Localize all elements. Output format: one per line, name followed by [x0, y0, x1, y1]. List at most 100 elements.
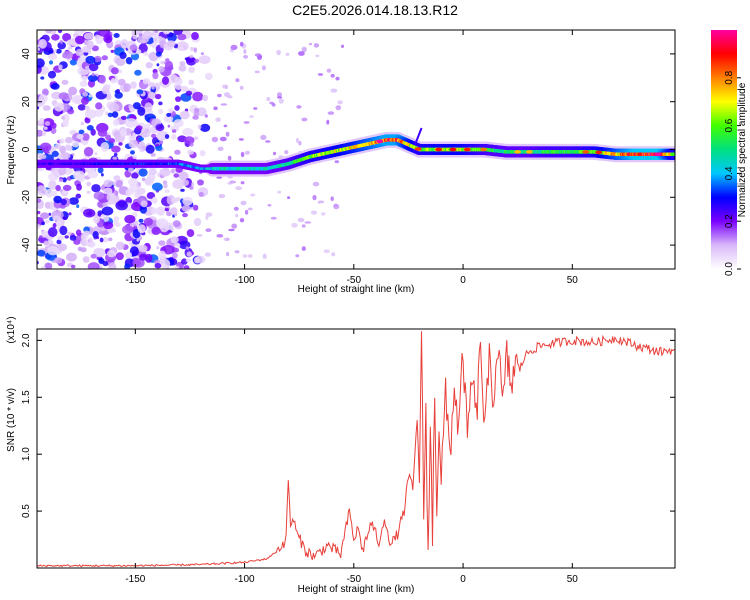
heatmap-noise-blob	[204, 114, 208, 118]
heatmap-noise-blob	[295, 254, 300, 258]
heatmap-noise-blob	[65, 144, 70, 151]
heatmap-noise-blob	[37, 198, 42, 203]
heatmap-noise-blob	[184, 108, 189, 112]
heatmap-noise-blob	[218, 194, 226, 199]
heatmap-noise-blob	[124, 118, 138, 128]
heatmap-noise-blob	[59, 40, 64, 44]
heatmap-noise-blob	[128, 139, 138, 149]
heatmap-noise-blob	[224, 92, 230, 98]
heatmap-noise-blob	[59, 225, 68, 236]
heatmap-noise-blob	[94, 109, 104, 117]
heatmap-noise-blob	[68, 197, 79, 205]
heatmap-noise-blob	[87, 241, 96, 248]
heatmap-noise-blob	[48, 60, 54, 65]
heatmap-noise-blob	[58, 92, 69, 100]
heatmap-noise-blob	[321, 212, 326, 216]
heatmap-noise-blob	[187, 149, 194, 155]
heatmap-noise-blob	[262, 253, 267, 259]
x-tick-label: -150	[125, 275, 145, 286]
heatmap-ridge-peak	[654, 152, 662, 157]
heatmap-noise-blob	[153, 37, 158, 43]
heatmap-noise-blob	[155, 51, 162, 57]
heatmap-noise-blob	[174, 248, 180, 253]
heatmap-noise-blob	[136, 238, 140, 242]
heatmap-noise-blob	[101, 173, 104, 177]
heatmap-noise-blob	[37, 210, 41, 215]
heatmap-noise-blob	[216, 176, 223, 179]
heatmap-noise-blob	[164, 134, 170, 139]
colorbar-tick-label: 0.8	[724, 70, 735, 84]
colorbar-tick-label: 0.0	[724, 262, 735, 276]
heatmap-ridge-peak	[463, 147, 471, 152]
x-tick-label: -50	[347, 275, 362, 286]
heatmap-noise-blob	[194, 255, 206, 264]
heatmap-noise-blob	[87, 170, 99, 179]
heatmap-noise-blob	[162, 76, 169, 85]
heatmap-noise-blob	[52, 223, 57, 228]
heatmap-noise-blob	[97, 166, 104, 174]
heatmap-noise-blob	[182, 213, 188, 218]
heatmap-noise-blob	[40, 76, 45, 80]
heatmap-noise-blob	[269, 101, 274, 105]
heatmap-noise-blob	[193, 47, 198, 53]
heatmap-noise-blob	[313, 43, 320, 48]
heatmap-noise-blob	[62, 119, 69, 128]
heatmap-noise-blob	[108, 138, 116, 144]
page-title: C2E5.2026.014.18.13.R12	[292, 2, 458, 18]
heatmap-noise-blob	[200, 52, 204, 56]
heatmap-noise-blob	[39, 235, 43, 239]
x-tick-label: 50	[567, 275, 579, 286]
heatmap-noise-blob	[317, 73, 324, 76]
heatmap-noise-blob	[111, 111, 119, 118]
heatmap-noise-blob	[148, 168, 158, 175]
heatmap-noise-blob	[87, 74, 98, 82]
heatmap-noise-blob	[55, 184, 61, 192]
heatmap-noise-blob	[83, 146, 94, 157]
heatmap-noise-blob	[138, 33, 143, 37]
heatmap-noise-blob	[83, 32, 94, 40]
heatmap-noise-blob	[82, 91, 88, 97]
heatmap-noise-blob	[54, 257, 63, 264]
heatmap-noise-blob	[68, 212, 72, 216]
heatmap-noise-blob	[184, 57, 189, 61]
heatmap-noise-blob	[238, 138, 244, 141]
heatmap-noise-blob	[312, 181, 320, 187]
heatmap-noise-blob	[156, 206, 166, 216]
heatmap-noise-blob	[163, 183, 168, 189]
heatmap-noise-blob	[150, 207, 158, 215]
heatmap-noise-blob	[159, 168, 171, 177]
heatmap-noise-blob	[315, 54, 320, 58]
heatmap-noise-blob	[156, 130, 168, 141]
heatmap-noise-blob	[41, 221, 45, 226]
snr-axes: -150 -100 -50 0 50 0.5 1.0 1.5 2.0	[21, 329, 675, 585]
heatmap-noise-blob	[145, 61, 153, 69]
heatmap-noise-blob	[45, 188, 54, 198]
heatmap-noise-blob	[249, 115, 254, 118]
heatmap-noise-blob	[151, 133, 157, 139]
heatmap-noise-blob	[42, 105, 51, 111]
heatmap-noise-blob	[317, 200, 321, 204]
heatmap-noise-blob	[193, 217, 202, 227]
heatmap-noise-blob	[138, 137, 145, 141]
colorbar-label: Normalized spectral amplitude	[737, 82, 748, 217]
heatmap-noise-blob	[125, 57, 133, 65]
heatmap-noise-blob	[114, 91, 123, 99]
heatmap-noise-blob	[124, 251, 132, 259]
heatmap-noise-blob	[186, 251, 192, 257]
heatmap-noise-blob	[199, 150, 206, 157]
heatmap-noise-blob	[327, 111, 335, 115]
heatmap-noise-blob	[83, 230, 90, 236]
heatmap-noise-blob	[185, 246, 190, 250]
heatmap-noise-blob	[107, 249, 116, 258]
heatmap-noise-blob	[136, 89, 144, 95]
heatmap-noise-blob	[174, 265, 180, 269]
heatmap-noise-blob	[239, 218, 245, 223]
heatmap-noise-blob	[171, 129, 177, 133]
heatmap-noise-blob	[127, 166, 134, 173]
heatmap-noise-blob	[107, 112, 113, 118]
heatmap-noise-blob	[254, 70, 260, 74]
heatmap-noise-blob	[223, 124, 228, 128]
heatmap-noise-blob	[180, 85, 189, 92]
heatmap-noise-blob	[334, 160, 340, 164]
heatmap-noise-blob	[179, 46, 185, 51]
